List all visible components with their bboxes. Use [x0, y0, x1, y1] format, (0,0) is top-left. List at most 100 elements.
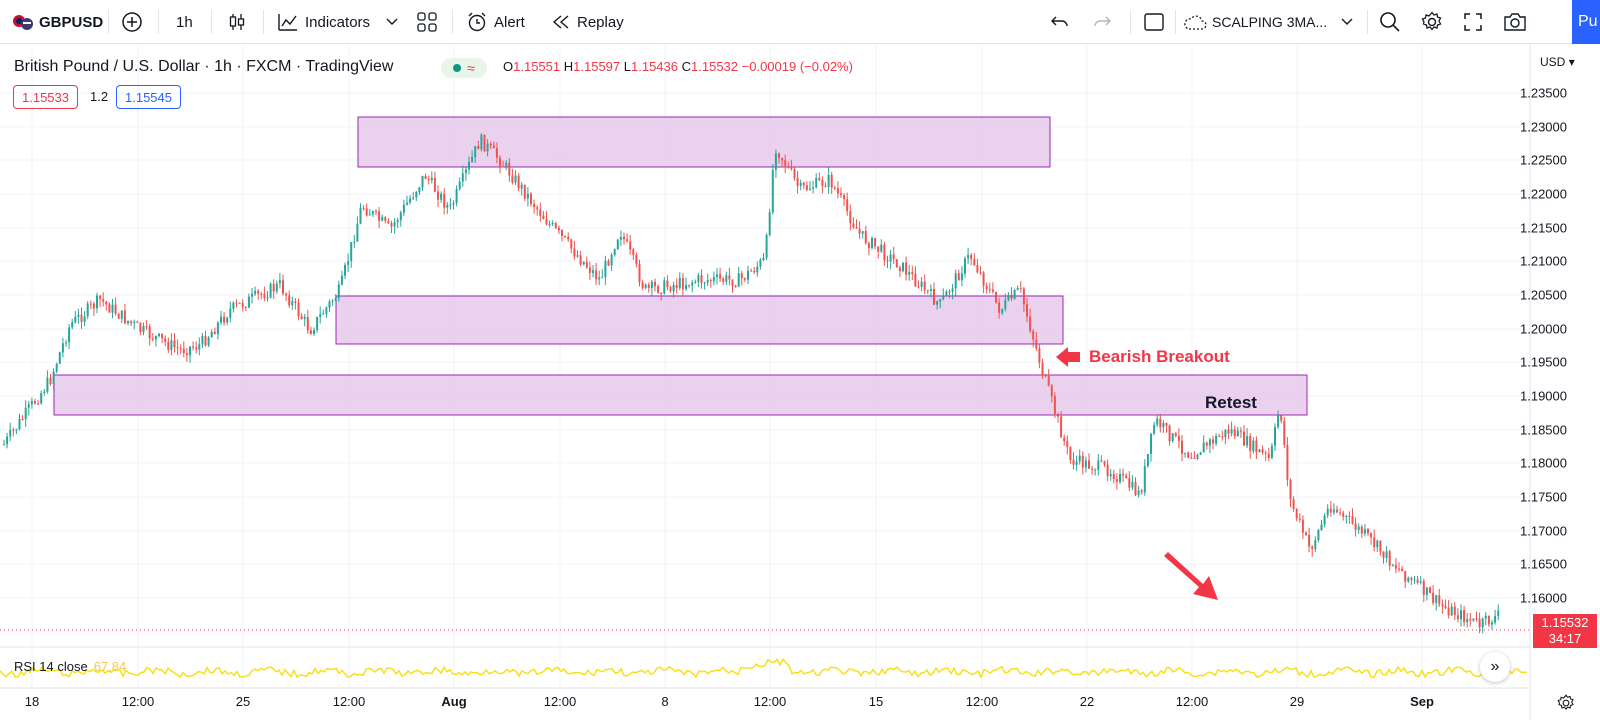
candle-body [1360, 526, 1363, 534]
layout-menu-button[interactable]: SCALPING 3MA... [1182, 0, 1353, 44]
candle-body [840, 193, 842, 196]
search-button[interactable] [1379, 0, 1401, 44]
candle-body [871, 237, 873, 249]
price-tick: 1.23000 [1520, 119, 1567, 135]
time-tick: Aug [441, 694, 467, 709]
alert-button[interactable]: Alert [466, 0, 525, 44]
candle-body [176, 347, 179, 349]
candle-body [257, 290, 260, 294]
candle-body [1450, 606, 1453, 616]
price-tick: 1.16000 [1520, 590, 1567, 606]
retest-label[interactable]: Retest [1205, 393, 1257, 412]
candle-body [15, 429, 18, 431]
compare-add-button[interactable] [121, 0, 143, 44]
candle-body [926, 290, 929, 292]
undo-button[interactable] [1050, 0, 1070, 44]
layout-toggle-button[interactable] [1143, 0, 1165, 44]
candle-body [189, 346, 191, 356]
close-key: C [681, 59, 692, 74]
candle-body [309, 330, 312, 334]
bearish-breakout-label[interactable]: Bearish Breakout [1089, 347, 1230, 366]
chart-settings-button[interactable] [1557, 694, 1575, 717]
candle-body [697, 275, 700, 282]
candle-body [576, 255, 579, 257]
rsi-line [0, 657, 1528, 679]
candle-body [1326, 508, 1329, 516]
grid-icon [416, 11, 438, 33]
candle-body [1491, 622, 1493, 625]
buy-price-button[interactable]: 1.15545 [116, 85, 181, 109]
candle-body [455, 188, 458, 204]
candle-body [1441, 604, 1444, 607]
candle-body [619, 236, 622, 240]
candle-body [542, 215, 545, 220]
interval-button[interactable]: 1h [176, 0, 193, 44]
fullscreen-button[interactable] [1463, 0, 1483, 44]
templates-button[interactable] [416, 0, 438, 44]
indicators-icon [277, 11, 299, 33]
rsi-legend[interactable]: RSI 14 close 67.84 [14, 659, 126, 674]
candle-body [1208, 439, 1211, 446]
snapshot-button[interactable] [1503, 0, 1527, 44]
currency-selector[interactable]: USD ▾ [1540, 55, 1575, 69]
candle-body [1460, 610, 1462, 620]
candle-body [1484, 615, 1487, 619]
candle-body [114, 304, 117, 314]
candle-body [920, 281, 923, 287]
candle-body [908, 272, 911, 275]
replay-button[interactable]: Replay [551, 0, 624, 44]
symbol-legend-title[interactable]: British Pound / U.S. Dollar · 1h · FXCM … [14, 58, 394, 75]
chart-type-button[interactable] [226, 0, 248, 44]
candle-body [117, 313, 120, 319]
candle-body [1264, 452, 1267, 454]
candle-body [787, 165, 790, 167]
candle-body [539, 209, 542, 216]
candle-body [1394, 564, 1397, 569]
candle-body [244, 307, 247, 309]
candle-body [161, 333, 164, 339]
candle-body [843, 195, 846, 200]
candle-body [1258, 449, 1261, 452]
candle-body [564, 235, 567, 238]
candle-body [1184, 452, 1187, 454]
market-status-badge[interactable]: ≈ [441, 58, 487, 78]
symbol-search-button[interactable]: GBPUSD [12, 0, 103, 44]
candle-body [1215, 435, 1218, 444]
candle-body [530, 193, 532, 204]
candle-body [1038, 348, 1041, 363]
candle-body [1239, 430, 1242, 432]
scroll-to-realtime-button[interactable]: » [1480, 652, 1510, 682]
candle-body [1066, 441, 1069, 448]
candle-body [83, 316, 86, 322]
candle-body [635, 254, 638, 265]
alarm-clock-icon [466, 11, 488, 33]
candle-body [644, 284, 647, 288]
candle-body [340, 275, 343, 285]
candle-body [1292, 499, 1295, 509]
fullscreen-icon [1463, 12, 1483, 32]
candle-body [1419, 581, 1422, 583]
cloud-icon [1182, 13, 1208, 31]
rsi-value: 67.84 [93, 659, 127, 674]
candle-body [226, 317, 229, 323]
candle-body [1336, 509, 1338, 513]
candle-body [1391, 564, 1394, 566]
candle-body [998, 302, 1001, 313]
publish-button[interactable]: Pu [1572, 0, 1600, 44]
candle-body [1463, 610, 1466, 623]
settings-button[interactable] [1421, 0, 1443, 44]
candle-body [86, 303, 89, 317]
layout-name: SCALPING 3MA... [1212, 14, 1328, 30]
indicators-button[interactable]: Indicators [277, 0, 398, 44]
candle-body [325, 307, 328, 314]
sell-price-button[interactable]: 1.15533 [13, 85, 78, 109]
redo-button[interactable] [1092, 0, 1112, 44]
support-zone-lower [53, 374, 1308, 416]
candle-body [864, 231, 867, 244]
candle-body [703, 282, 706, 284]
candle-body [1398, 568, 1400, 570]
candle-body [632, 249, 635, 255]
candle-body [991, 289, 994, 292]
candle-body [753, 270, 756, 273]
